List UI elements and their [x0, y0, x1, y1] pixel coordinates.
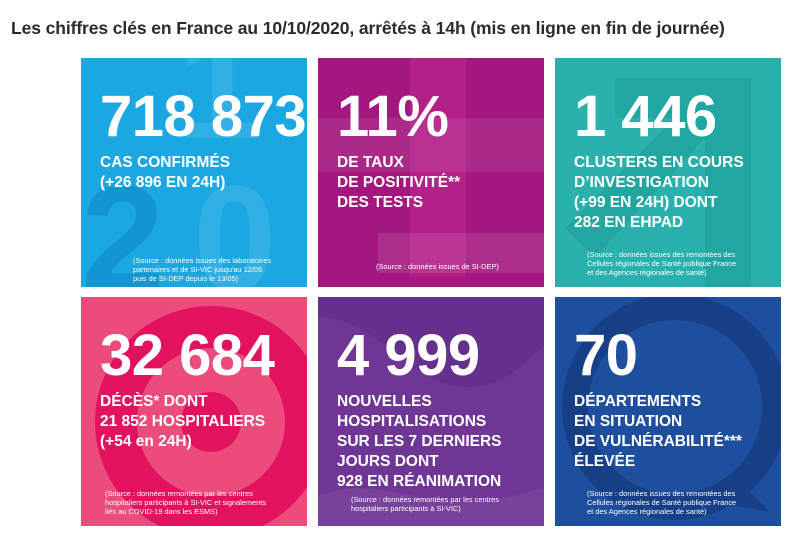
svg-text:0: 0: [193, 154, 276, 287]
hospitalisations-value: 4 999: [337, 323, 480, 388]
tile-vulnerable-departments: 70 DÉPARTEMENTS EN SITUATION DE VULNÉRAB…: [555, 297, 781, 526]
tile-clusters: 1 446 CLUSTERS EN COURS D’INVESTIGATION …: [555, 58, 781, 287]
positivity-rate-source: (Source : données issues de SI-DEP): [376, 262, 499, 271]
plus-icon: [318, 58, 544, 277]
deaths-label: DÉCÈS* DONT 21 852 HOSPITALIERS (+54 en …: [100, 393, 266, 450]
svg-text:1: 1: [177, 58, 260, 170]
tile-confirmed-cases: 1 2 0 718 873 CAS CONFIRMÉS (+26 896 EN …: [81, 58, 307, 287]
deaths-value: 32 684: [100, 323, 275, 388]
tile-deaths: 32 684 DÉCÈS* DONT 21 852 HOSPITALIERS (…: [81, 297, 307, 526]
clusters-label: CLUSTERS EN COURS D’INVESTIGATION (+99 E…: [574, 154, 744, 231]
confirmed-cases-value: 718 873: [100, 84, 307, 149]
confirmed-cases-label: CAS CONFIRMÉS (+26 896 EN 24H): [100, 154, 231, 191]
decorative-ring-icon: [95, 306, 307, 526]
clusters-value: 1 446: [574, 84, 717, 149]
clusters-source: (Source : données issues des remontées d…: [587, 250, 737, 277]
confirmed-cases-source: (Source : données issues des laboratoire…: [133, 256, 272, 283]
svg-text:2: 2: [81, 154, 164, 287]
speech-bubble-icon: [562, 297, 781, 520]
positivity-rate-label: DE TAUX DE POSITIVITÉ** DES TESTS: [337, 154, 461, 211]
positivity-rate-value: 11%: [337, 84, 449, 149]
hospitalisations-source: (Source : données remontées par les cent…: [351, 495, 499, 513]
decorative-wave-icon: [318, 317, 544, 526]
vulnerable-departments-source: (Source : données issues des remontées d…: [587, 489, 737, 516]
decorative-background-icon: 1 2 0: [81, 58, 276, 287]
tile-hospitalisations: 4 999 NOUVELLES HOSPITALISATIONS SUR LES…: [318, 297, 544, 526]
hospitalisations-label: NOUVELLES HOSPITALISATIONS SUR LES 7 DER…: [337, 393, 502, 490]
deaths-source: (Source : données remontées par les cent…: [105, 489, 267, 516]
decorative-arrow-icon: [565, 78, 751, 287]
tile-positivity-rate: 11% DE TAUX DE POSITIVITÉ** DES TESTS (S…: [318, 58, 544, 287]
vulnerable-departments-label: DÉPARTEMENTS EN SITUATION DE VULNÉRABILI…: [574, 393, 742, 470]
page-title: Les chiffres clés en France au 10/10/202…: [11, 18, 725, 38]
vulnerable-departments-value: 70: [574, 323, 638, 388]
